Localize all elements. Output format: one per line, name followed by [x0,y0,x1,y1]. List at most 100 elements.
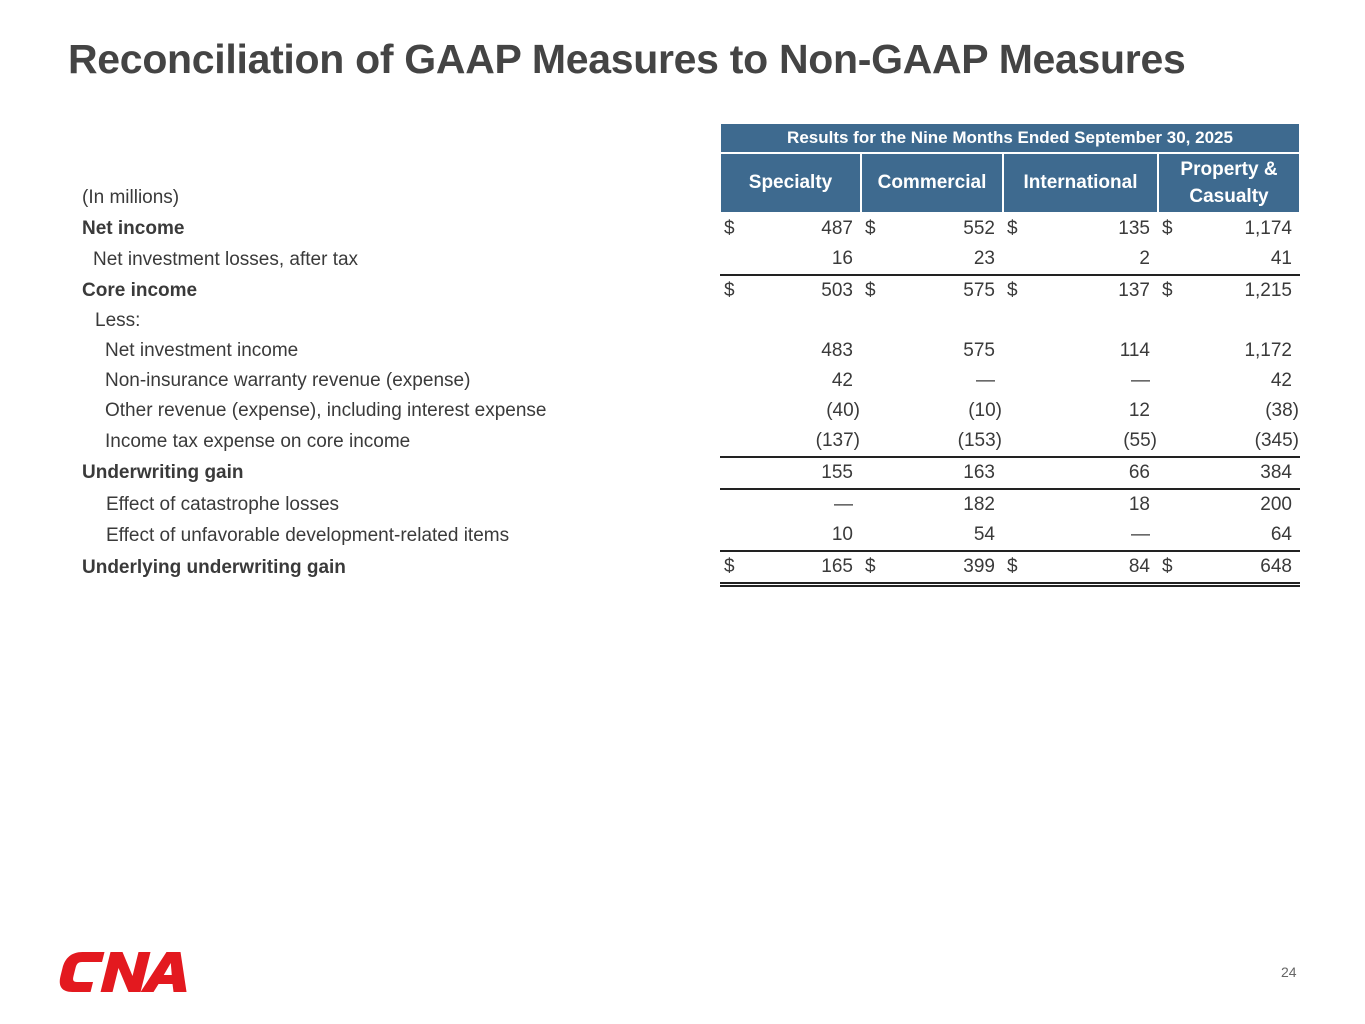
value-cell: (55) [1003,426,1158,457]
value: 1,174 [1244,218,1292,239]
value: 200 [1260,494,1292,515]
table-row: Other revenue (expense), including inter… [80,396,1300,426]
table-row: Underlying underwriting gain $165 $399 $84 $… [80,550,1300,587]
value-cell: 41 [1158,244,1300,275]
value-cell: — [1003,366,1158,396]
reconciliation-table: Results for the Nine Months Ended Septem… [80,122,1301,587]
value: (345) [1254,430,1299,451]
value: 575 [963,280,995,301]
table-row: Effect of catastrophe losses — 182 18 200 [80,488,1300,520]
value: 552 [963,218,995,239]
value-cell: $135 [1003,213,1158,244]
currency-symbol: $ [724,280,735,301]
value: 64 [1270,524,1292,545]
value-cell: $552 [861,213,1003,244]
currency-symbol: $ [865,556,876,577]
table-row: Net income $487 $552 $135 $1,174 [80,213,1300,244]
value: — [976,370,995,391]
value: 165 [821,556,853,577]
row-label: Income tax expense on core income [105,430,411,452]
value: 384 [1260,462,1292,483]
value-cell: 163 [861,456,1003,489]
value: 114 [1119,340,1150,361]
value-cell: $487 [720,213,861,244]
value-cell [1003,306,1158,336]
row-label: Non-insurance warranty revenue (expense) [105,370,471,391]
value-cell: $575 [861,274,1003,306]
cna-logo [59,952,187,992]
value-cell: $165 [720,550,861,587]
column-header: Property & Casualty [1157,152,1301,214]
value-cell: (153) [861,426,1003,457]
value-cell: 155 [720,456,861,489]
row-label: Net investment income [105,340,299,361]
value-cell: — [861,366,1003,396]
value: 487 [821,218,853,239]
header-spacer [80,123,720,153]
value-cell [1158,306,1300,336]
value-cell: 1,172 [1158,336,1300,366]
value-cell: $84 [1003,550,1158,587]
table-row: Net investment losses, after tax 16 23 2 41 [80,244,1300,275]
value: — [1131,524,1150,545]
value-cell: $503 [720,274,861,306]
row-label: Underwriting gain [82,462,244,483]
value-cell: — [720,488,861,520]
value: 18 [1128,494,1150,515]
value-cell: 16 [720,244,861,275]
value-cell [861,306,1003,336]
value: (55) [1123,430,1157,451]
value: 42 [831,370,853,391]
value-cell: (40) [720,396,861,426]
currency-symbol: $ [1162,280,1173,301]
value: 155 [821,462,853,483]
row-label: Net income [82,217,185,239]
value-cell: 2 [1003,244,1158,275]
currency-symbol: $ [1007,556,1018,577]
currency-symbol: $ [1162,556,1173,577]
value: (137) [815,430,860,451]
value-cell: 42 [1158,366,1300,396]
value: 16 [831,248,853,269]
column-header: International [1002,152,1159,214]
value: 23 [973,248,995,269]
value-cell: $648 [1158,550,1300,587]
value-cell: 23 [861,244,1003,275]
table-row: Effect of unfavorable development-relate… [80,520,1300,551]
currency-symbol: $ [724,218,735,239]
value: 503 [821,280,853,301]
value: 42 [1270,370,1292,391]
value: — [1131,370,1150,391]
value-cell: — [1003,520,1158,551]
row-label: Effect of unfavorable development-relate… [106,524,510,546]
value: 66 [1128,462,1150,483]
value-cell: 64 [1158,520,1300,551]
table-row: Net investment income 483 575 114 1,172 [80,336,1300,366]
value-cell: 10 [720,520,861,551]
table-row: Non-insurance warranty revenue (expense)… [80,366,1300,396]
currency-symbol: $ [724,556,735,577]
value: 1,215 [1244,280,1292,301]
value: (153) [957,430,1002,451]
value: 84 [1128,556,1150,577]
value: 2 [1139,248,1150,269]
value: 10 [831,524,853,545]
page-number: 24 [1281,964,1297,980]
value-cell: 575 [861,336,1003,366]
period-header: Results for the Nine Months Ended Septem… [719,122,1301,154]
value: (38) [1265,400,1299,421]
value-cell: 200 [1158,488,1300,520]
value-cell: 483 [720,336,861,366]
value-cell: $1,174 [1158,213,1300,244]
value-cell: 384 [1158,456,1300,489]
value-cell: 182 [861,488,1003,520]
value-cell: (38) [1158,396,1300,426]
value-cell [720,306,861,336]
row-label: Net investment losses, after tax [93,248,359,270]
value: 1,172 [1244,340,1292,361]
column-header: Commercial [860,152,1004,214]
table-row: Less: [80,306,1300,336]
table-row: Core income $503 $575 $137 $1,215 [80,274,1300,306]
value: 182 [963,494,995,515]
value: 135 [1118,218,1150,239]
